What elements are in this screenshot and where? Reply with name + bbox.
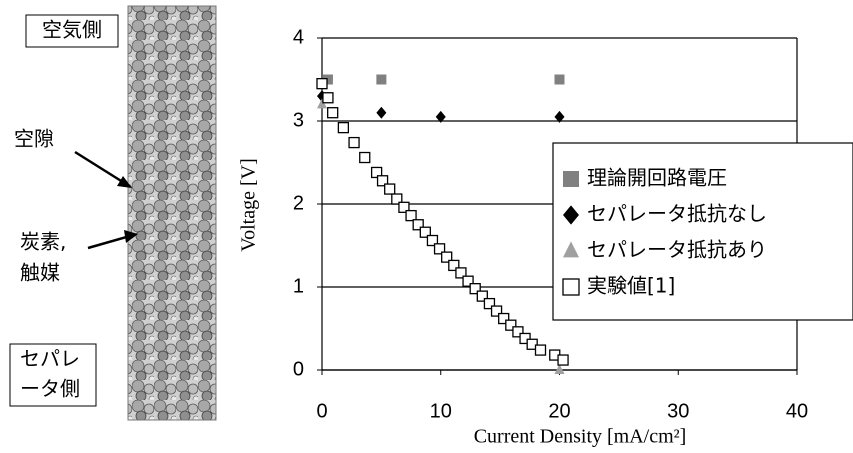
arrow bbox=[75, 152, 126, 184]
x-tick-label: 30 bbox=[667, 400, 689, 422]
marker-square bbox=[555, 75, 565, 85]
marker-open-square bbox=[385, 184, 395, 194]
x-tick-label: 0 bbox=[316, 400, 327, 422]
figure: 空気側 空隙 炭素, 触媒 セパレ ータ側 Current Density [m… bbox=[0, 0, 853, 453]
marker-open-square bbox=[360, 153, 370, 163]
porous-column bbox=[128, 6, 216, 420]
annotation: 空隙 bbox=[14, 127, 54, 151]
y-axis-title: Voltage [V] bbox=[238, 158, 260, 252]
marker-open-square bbox=[349, 138, 359, 148]
legend-label: 理論開回路電圧 bbox=[587, 166, 727, 190]
annotation: ータ側 bbox=[20, 377, 80, 401]
marker-open-square bbox=[536, 345, 546, 355]
legend-marker bbox=[563, 171, 579, 187]
electrode-image bbox=[128, 6, 216, 420]
legend-label: セパレータ抵抗なし bbox=[587, 202, 767, 226]
y-tick-label: 0 bbox=[293, 358, 304, 380]
y-tick-label: 1 bbox=[293, 275, 304, 297]
x-axis-title: Current Density [mA/cm²] bbox=[474, 426, 687, 448]
y-tick-label: 4 bbox=[293, 26, 304, 48]
x-tick-label: 20 bbox=[548, 400, 570, 422]
marker-diamond bbox=[376, 107, 386, 119]
legend-marker bbox=[563, 279, 579, 295]
annotation: 触媒 bbox=[20, 261, 60, 285]
marker-open-square bbox=[317, 79, 327, 89]
legend-label: 実験値[1] bbox=[587, 274, 675, 298]
y-tick-label: 2 bbox=[293, 192, 304, 214]
x-tick-label: 10 bbox=[430, 400, 452, 422]
marker-open-square bbox=[323, 93, 333, 103]
y-tick-label: 3 bbox=[293, 109, 304, 131]
marker-open-square bbox=[328, 108, 338, 118]
annotation: 炭素, bbox=[20, 230, 66, 254]
marker-open-square bbox=[558, 355, 568, 365]
legend-label: セパレータ抵抗あり bbox=[587, 238, 767, 262]
marker-square bbox=[376, 75, 386, 85]
marker-open-square bbox=[338, 123, 348, 133]
x-tick-label: 40 bbox=[786, 400, 808, 422]
annotation: 空気側 bbox=[42, 18, 102, 42]
arrow bbox=[88, 236, 130, 248]
annotation: セパレ bbox=[20, 347, 80, 371]
